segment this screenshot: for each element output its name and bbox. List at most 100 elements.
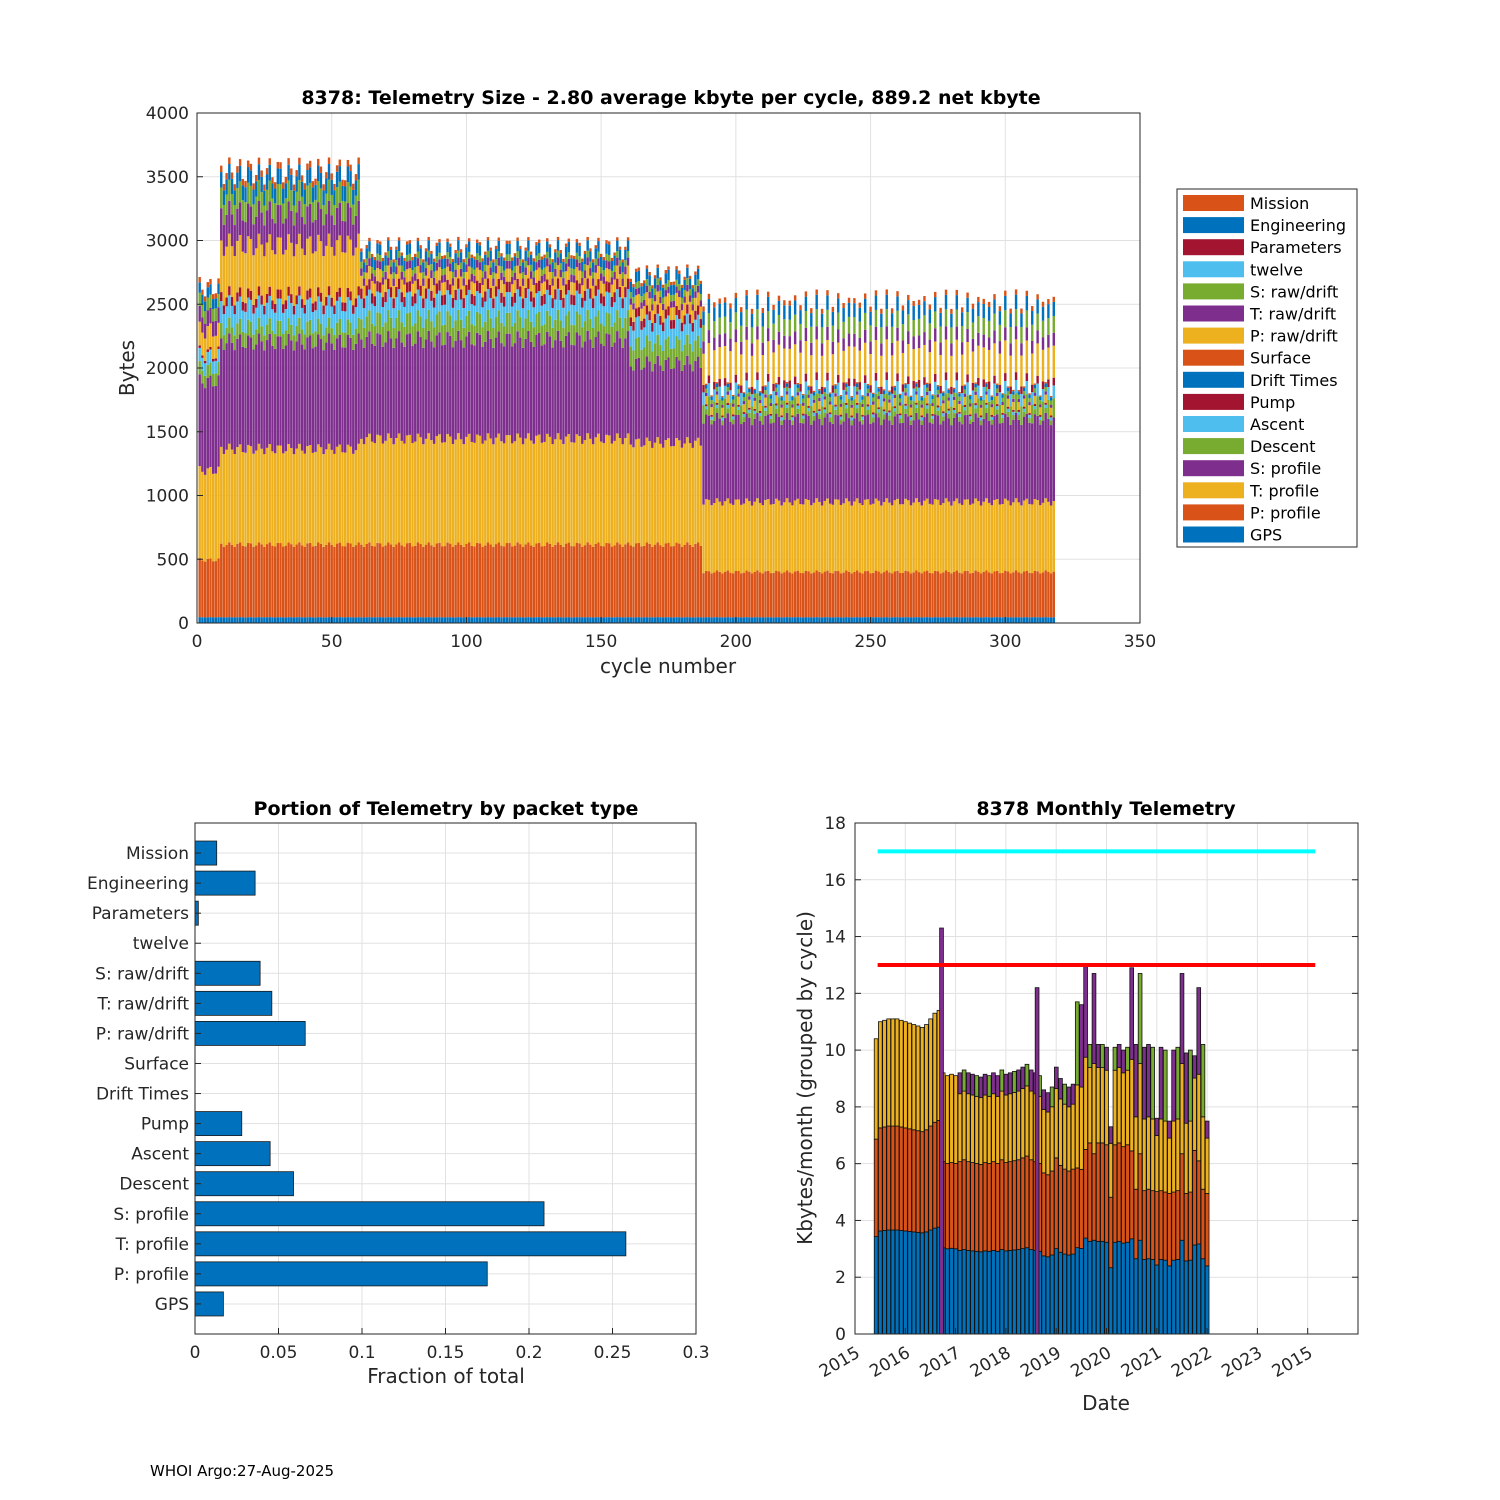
telemetry-size-bar-segment xyxy=(882,502,886,573)
telemetry-size-bar-segment xyxy=(820,313,824,328)
telemetry-size-bar-segment xyxy=(300,299,304,308)
telemetry-size-bar-segment xyxy=(473,345,476,443)
telemetry-size-bar-segment xyxy=(532,443,535,547)
monthly-bar-segment xyxy=(1087,1044,1093,1068)
telemetry-size-bar-segment xyxy=(457,240,460,251)
telemetry-size-bar-segment xyxy=(467,289,471,311)
telemetry-size-bar-segment xyxy=(572,617,576,623)
telemetry-size-bar-segment xyxy=(661,284,665,288)
telemetry-size-bar-segment xyxy=(492,298,495,309)
telemetry-size-bar-segment xyxy=(766,341,770,374)
telemetry-size-bar-segment xyxy=(392,347,395,445)
telemetry-size-bar-segment xyxy=(319,208,323,242)
telemetry-size-bar-segment xyxy=(343,186,347,202)
telemetry-size-bar-segment xyxy=(936,415,940,500)
telemetry-size-bar-segment xyxy=(537,617,541,623)
telemetry-size-bar-segment xyxy=(837,571,840,618)
telemetry-size-bar-segment xyxy=(443,282,447,295)
telemetry-size-bar-segment xyxy=(637,617,641,623)
telemetry-size-bar-segment xyxy=(753,571,756,618)
telemetry-size-bar-segment xyxy=(977,302,980,317)
telemetry-size-bar-segment xyxy=(1052,617,1055,623)
telemetry-size-bar-segment xyxy=(971,572,975,618)
telemetry-size-bar-segment xyxy=(597,241,600,252)
telemetry-size-bar-segment xyxy=(427,433,430,543)
telemetry-size-bar-segment xyxy=(376,243,379,254)
telemetry-size-bar-segment xyxy=(793,331,797,345)
telemetry-size-legend-label: Surface xyxy=(1250,349,1311,368)
telemetry-size-bar-segment xyxy=(1014,339,1018,373)
telemetry-size-bar-segment xyxy=(228,333,231,444)
telemetry-size-bar-segment xyxy=(478,255,482,263)
telemetry-size-bar-segment xyxy=(578,314,581,336)
telemetry-size-bar-segment xyxy=(303,255,306,305)
telemetry-size-bar-segment xyxy=(936,405,940,408)
telemetry-size-bar-segment xyxy=(780,404,783,408)
telemetry-size-bar-segment xyxy=(678,360,681,441)
telemetry-size-bar-segment xyxy=(265,293,269,303)
telemetry-size-bar-segment xyxy=(901,352,905,385)
telemetry-size-bar-segment xyxy=(467,258,471,267)
telemetry-size-bar-segment xyxy=(707,375,711,384)
telemetry-size-bar-segment xyxy=(828,401,832,405)
telemetry-size-bar-segment xyxy=(349,171,352,187)
telemetry-size-bar-segment xyxy=(1036,299,1039,314)
telemetry-size-bar-segment xyxy=(214,617,218,623)
telemetry-size-bar-segment xyxy=(478,313,482,335)
telemetry-size-bar-segment xyxy=(470,281,474,295)
telemetry-size-bar-segment xyxy=(810,573,813,618)
telemetry-size-bar-segment xyxy=(931,415,934,419)
telemetry-size-bar-segment xyxy=(537,239,541,243)
telemetry-size-bar-segment xyxy=(290,447,293,545)
telemetry-size-bar-segment xyxy=(478,282,482,294)
telemetry-size-bar-segment xyxy=(467,617,471,623)
telemetry-size-bar-segment xyxy=(605,312,608,334)
telemetry-size-bar-segment xyxy=(354,174,358,181)
telemetry-size-bar-segment xyxy=(387,240,390,252)
telemetry-size-bar-segment xyxy=(632,321,635,331)
telemetry-size-bar-segment xyxy=(726,408,729,414)
telemetry-size-bar-segment xyxy=(338,444,342,543)
monthly-bar-segment xyxy=(1188,1259,1193,1335)
telemetry-size-bar-segment xyxy=(589,617,592,623)
telemetry-size-bar-segment xyxy=(290,242,293,295)
telemetry-size-bar-segment xyxy=(834,617,837,623)
telemetry-size-bar-segment xyxy=(198,321,201,346)
telemetry-size-bar-segment xyxy=(346,319,350,335)
monthly-bar-segment xyxy=(1091,1153,1097,1241)
telemetry-size-bar-segment xyxy=(828,397,832,402)
monthly-bar-segment xyxy=(1150,1259,1155,1335)
telemetry-size-bar-segment xyxy=(284,176,288,184)
telemetry-size-bar-segment xyxy=(669,307,673,321)
monthly-bar-segment xyxy=(1007,1072,1013,1095)
telemetry-size-bar-segment xyxy=(405,292,409,314)
telemetry-size-bar-segment xyxy=(1052,377,1055,386)
telemetry-size-bar-segment xyxy=(201,304,204,318)
telemetry-size-bar-segment xyxy=(416,258,420,266)
telemetry-size-bar-segment xyxy=(327,164,331,180)
telemetry-size-bar-segment xyxy=(637,438,641,543)
telemetry-size-bar-segment xyxy=(796,617,800,623)
telemetry-size-bar-segment xyxy=(925,395,929,404)
telemetry-size-bar-segment xyxy=(292,205,296,226)
telemetry-size-bar-segment xyxy=(850,425,853,506)
monthly-bar-segment xyxy=(1016,1249,1021,1335)
telemetry-size-bar-segment xyxy=(381,617,385,623)
telemetry-size-bar-segment xyxy=(936,571,940,618)
telemetry-size-bar-segment xyxy=(572,305,576,326)
monthly-bar-segment xyxy=(1125,1144,1130,1243)
telemetry-size-bar-segment xyxy=(384,617,387,623)
telemetry-size-bar-segment xyxy=(896,617,899,623)
telemetry-size-bar-segment xyxy=(896,340,899,374)
telemetry-size-bar-segment xyxy=(365,285,368,296)
telemetry-size-bar-segment xyxy=(529,271,533,279)
telemetry-size-bar-segment xyxy=(214,320,218,336)
telemetry-size-bar-segment xyxy=(952,409,956,414)
telemetry-size-bar-segment xyxy=(551,444,554,547)
telemetry-size-bar-segment xyxy=(823,571,826,618)
telemetry-size-bar-segment xyxy=(788,502,791,573)
telemetry-size-bar-segment xyxy=(613,302,616,323)
telemetry-size-bar-segment xyxy=(352,183,355,190)
telemetry-size-bar-segment xyxy=(904,395,907,404)
telemetry-size-bar-segment xyxy=(651,298,654,305)
